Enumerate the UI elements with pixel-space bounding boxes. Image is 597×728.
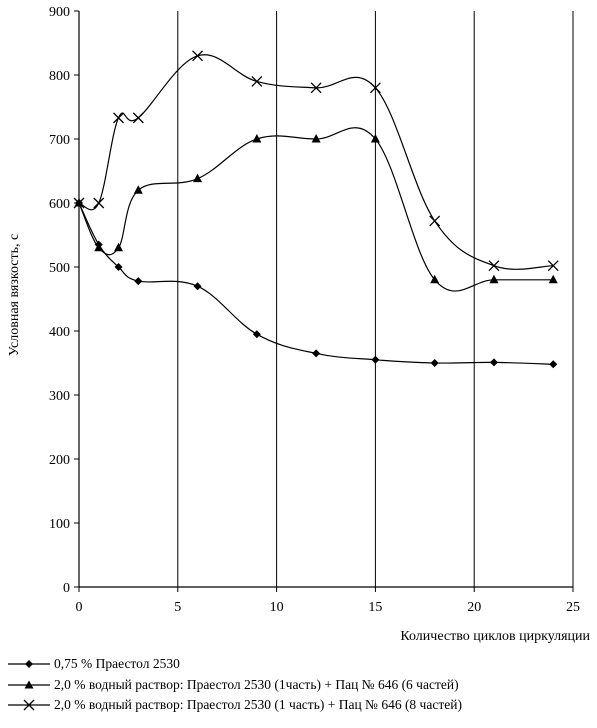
series-line-2 [78,127,554,292]
triangle-marker [430,274,440,284]
y-tick-label: 800 [49,69,70,84]
diamond-marker [134,277,143,286]
x-tick-label: 15 [368,600,382,615]
x-marker [73,197,85,209]
triangle-marker [548,274,558,284]
legend-label: 0,75 % Праестол 2530 [54,656,180,671]
x-marker-stroke [113,112,124,124]
triangle-marker [114,242,124,252]
grid-lines [177,11,574,587]
x-marker-stroke [429,215,441,227]
x-marker-stroke [369,82,381,94]
x-marker [192,50,204,62]
x-tick-label: 25 [566,600,580,615]
x-marker [547,260,559,272]
x-marker-stroke [488,260,500,272]
y-tick-label: 100 [49,517,70,532]
y-tick-labels: 0 100 200 300 400 500 600 700 800 900 [49,5,70,596]
x-marker-stroke [132,112,144,124]
legend-item: 0,75 % Праестол 2530 [6,654,462,675]
triangle-marker [252,134,262,143]
y-tick-label: 200 [49,453,70,468]
x-tick-label: 10 [270,600,284,615]
triangle-marker-icon [8,680,50,689]
x-tick-label: 0 [76,600,83,615]
diamond-marker [114,263,123,271]
diamond-marker [312,349,321,358]
diamond-marker [371,355,380,364]
triangle-marker [94,242,104,252]
y-tick-label: 700 [49,133,70,148]
legend: 0,75 % Праестол 2530 2,0 % водный раство… [6,654,462,716]
x-tick-labels: 0 5 10 15 20 25 [76,600,581,615]
x-marker [429,215,441,227]
x-marker-icon [8,699,50,711]
x-marker-stroke [73,197,85,209]
y-tick-label: 500 [49,261,70,276]
legend-item: 2,0 % водный раствор: Праестол 2530 (1ча… [6,675,462,696]
diamond-marker [430,359,439,367]
x-marker-stroke [93,197,105,209]
x-marker-stroke [310,82,322,94]
x-marker [113,112,124,124]
y-tick-label: 0 [63,581,70,596]
series-line-1 [78,202,554,365]
triangle-marker [133,185,143,194]
x-marker [93,197,105,209]
legend-label: 2,0 % водный раствор: Праестол 2530 (1ча… [54,676,459,692]
series-lines [78,54,554,365]
diamond-marker [489,358,498,367]
x-marker-stroke [192,50,204,62]
x-marker-stroke [547,260,559,272]
x-tick-label: 20 [467,600,481,615]
triangle-marker [489,274,499,284]
y-tick-label: 600 [49,197,70,212]
x-marker [488,260,500,272]
axes [74,10,574,592]
diamond-marker [193,282,202,291]
legend-item: 2,0 % водный раствор: Праестол 2530 (1 ч… [6,695,462,716]
x-marker-stroke [251,75,263,87]
x-marker [310,82,322,94]
diamond-marker-icon [8,660,50,669]
x-marker [369,82,381,94]
triangle-marker [370,134,380,143]
triangle-marker [311,134,321,143]
y-axis-label: Условная вязкость, с [7,234,22,356]
series-markers [73,50,559,369]
y-tick-label: 300 [49,389,70,404]
diamond-marker [549,360,558,369]
x-marker [132,112,144,124]
series-line-3 [78,54,554,270]
x-tick-label: 5 [174,600,181,615]
legend-label: 2,0 % водный раствор: Праестол 2530 (1 ч… [54,697,462,712]
x-marker [251,75,263,87]
x-axis-label: Количество циклов циркуляции [400,629,590,644]
y-tick-label: 400 [49,325,70,340]
triangle-marker [193,173,203,183]
diamond-marker [252,330,261,339]
y-tick-label: 900 [49,5,70,20]
